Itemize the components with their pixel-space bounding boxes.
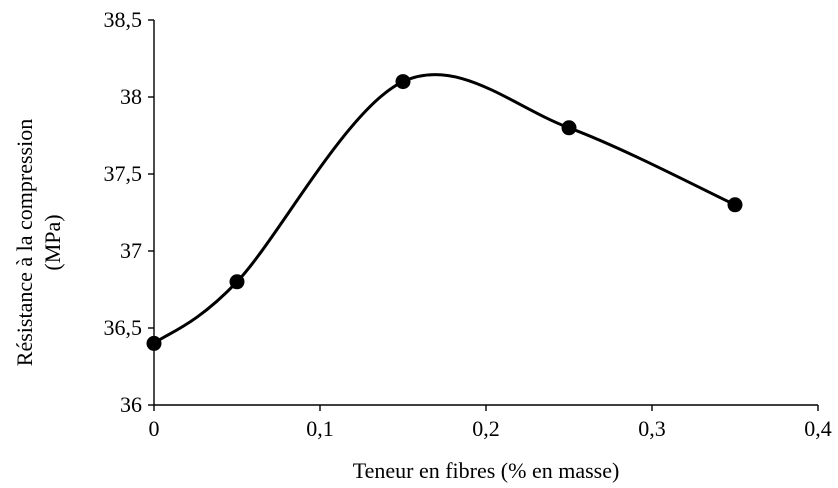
x-tick-label: 0,4 xyxy=(804,416,832,441)
x-tick-label: 0 xyxy=(149,416,160,441)
y-tick-label: 37,5 xyxy=(104,161,143,186)
y-tick-label: 36,5 xyxy=(104,315,143,340)
data-point xyxy=(727,197,743,213)
y-tick-label: 38,5 xyxy=(104,7,143,32)
x-axis-title: Teneur en fibres (% en masse) xyxy=(353,458,620,483)
y-tick-label: 38 xyxy=(120,84,142,109)
y-tick-label: 36 xyxy=(120,392,142,417)
x-tick-label: 0,3 xyxy=(638,416,666,441)
y-axis-title-line: Résistance à la compression xyxy=(12,119,37,366)
y-axis-title-line: (MPa) xyxy=(40,214,65,270)
series-line xyxy=(153,73,736,345)
data-point xyxy=(229,274,245,290)
series-group xyxy=(146,73,743,351)
y-tick-label: 37 xyxy=(120,238,142,263)
x-tick-label: 0,2 xyxy=(472,416,500,441)
data-point xyxy=(561,120,577,136)
data-point xyxy=(395,74,411,90)
axes: 36 36,5 37 37,5 38 38,5 0 0,1 0,2 0,3 0,4 xyxy=(104,7,832,441)
x-tick-label: 0,1 xyxy=(306,416,334,441)
data-point xyxy=(146,335,162,351)
y-axis-title: Résistance à la compression (MPa) xyxy=(12,119,65,366)
